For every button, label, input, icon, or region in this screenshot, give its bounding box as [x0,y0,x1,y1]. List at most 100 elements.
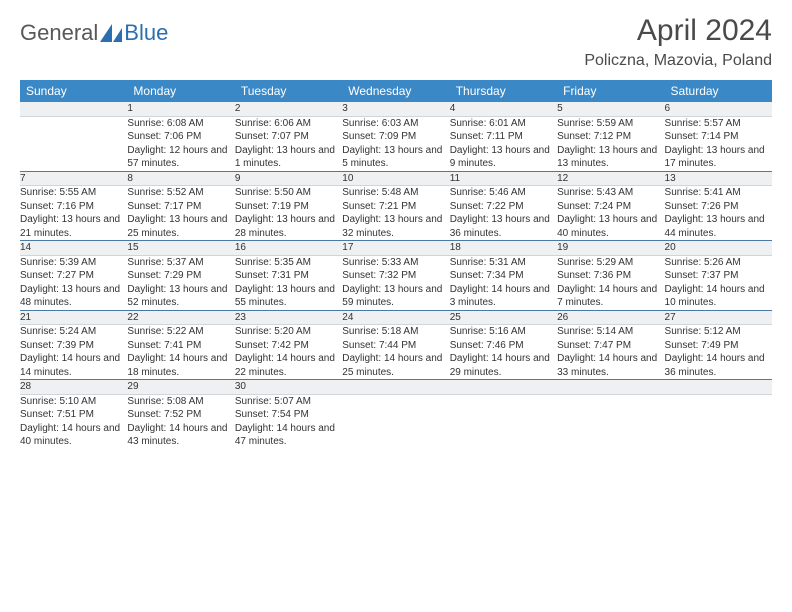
calendar-page: General Blue April 2024 Policzna, Mazovi… [0,0,792,463]
day-data-cell: Sunrise: 5:52 AMSunset: 7:17 PMDaylight:… [127,186,234,241]
sunset-text: Sunset: 7:46 PM [450,339,557,353]
day-number-cell: 29 [127,380,234,395]
sunset-text: Sunset: 7:16 PM [20,200,127,214]
calendar-body: 123456Sunrise: 6:08 AMSunset: 7:06 PMDay… [20,102,772,449]
sunrise-text: Sunrise: 5:48 AM [342,186,449,200]
day-header: Friday [557,80,664,102]
daylight-text: Daylight: 13 hours and 59 minutes. [342,283,449,310]
daylight-text: Daylight: 14 hours and 10 minutes. [665,283,772,310]
day-data-row: Sunrise: 6:08 AMSunset: 7:06 PMDaylight:… [20,116,772,171]
day-data-cell [342,394,449,449]
daylight-text: Daylight: 14 hours and 29 minutes. [450,352,557,379]
day-data-cell: Sunrise: 5:33 AMSunset: 7:32 PMDaylight:… [342,255,449,310]
day-number-cell: 9 [235,171,342,186]
day-number-cell: 6 [665,102,772,116]
logo: General Blue [20,20,168,46]
sunset-text: Sunset: 7:44 PM [342,339,449,353]
day-header: Saturday [665,80,772,102]
sunset-text: Sunset: 7:54 PM [235,408,342,422]
sunset-text: Sunset: 7:11 PM [450,130,557,144]
daylight-text: Daylight: 13 hours and 9 minutes. [450,144,557,171]
sunrise-text: Sunrise: 5:07 AM [235,395,342,409]
day-number-cell: 13 [665,171,772,186]
sunrise-text: Sunrise: 5:22 AM [127,325,234,339]
sunrise-text: Sunrise: 5:24 AM [20,325,127,339]
title-block: April 2024 Policzna, Mazovia, Poland [584,14,772,70]
sunset-text: Sunset: 7:27 PM [20,269,127,283]
day-data-cell: Sunrise: 6:01 AMSunset: 7:11 PMDaylight:… [450,116,557,171]
day-number-cell: 22 [127,310,234,325]
day-data-cell: Sunrise: 5:14 AMSunset: 7:47 PMDaylight:… [557,325,664,380]
day-data-cell: Sunrise: 5:39 AMSunset: 7:27 PMDaylight:… [20,255,127,310]
daylight-text: Daylight: 14 hours and 33 minutes. [557,352,664,379]
day-header: Sunday [20,80,127,102]
daylight-text: Daylight: 14 hours and 40 minutes. [20,422,127,449]
sunrise-text: Sunrise: 5:37 AM [127,256,234,270]
day-number-cell: 26 [557,310,664,325]
sunset-text: Sunset: 7:09 PM [342,130,449,144]
sunrise-text: Sunrise: 5:35 AM [235,256,342,270]
day-header-row: Sunday Monday Tuesday Wednesday Thursday… [20,80,772,102]
daylight-text: Daylight: 13 hours and 52 minutes. [127,283,234,310]
day-number-cell: 5 [557,102,664,116]
daynum-row: 282930 [20,380,772,395]
day-data-cell: Sunrise: 5:59 AMSunset: 7:12 PMDaylight:… [557,116,664,171]
daylight-text: Daylight: 13 hours and 32 minutes. [342,213,449,240]
sunset-text: Sunset: 7:34 PM [450,269,557,283]
daynum-row: 78910111213 [20,171,772,186]
day-data-cell: Sunrise: 5:55 AMSunset: 7:16 PMDaylight:… [20,186,127,241]
day-data-cell: Sunrise: 5:16 AMSunset: 7:46 PMDaylight:… [450,325,557,380]
day-number-cell: 10 [342,171,449,186]
day-data-cell: Sunrise: 5:08 AMSunset: 7:52 PMDaylight:… [127,394,234,449]
sunset-text: Sunset: 7:07 PM [235,130,342,144]
day-number-cell: 18 [450,241,557,256]
daylight-text: Daylight: 13 hours and 55 minutes. [235,283,342,310]
sunset-text: Sunset: 7:14 PM [665,130,772,144]
sunrise-text: Sunrise: 5:52 AM [127,186,234,200]
sunset-text: Sunset: 7:39 PM [20,339,127,353]
month-title: April 2024 [584,14,772,48]
daylight-text: Daylight: 13 hours and 40 minutes. [557,213,664,240]
day-data-cell: Sunrise: 5:26 AMSunset: 7:37 PMDaylight:… [665,255,772,310]
sunset-text: Sunset: 7:52 PM [127,408,234,422]
day-data-cell: Sunrise: 5:57 AMSunset: 7:14 PMDaylight:… [665,116,772,171]
sunrise-text: Sunrise: 5:20 AM [235,325,342,339]
location-label: Policzna, Mazovia, Poland [584,52,772,70]
sunset-text: Sunset: 7:17 PM [127,200,234,214]
day-data-cell: Sunrise: 5:07 AMSunset: 7:54 PMDaylight:… [235,394,342,449]
sunrise-text: Sunrise: 5:29 AM [557,256,664,270]
logo-text-1: General [20,20,98,46]
day-data-cell: Sunrise: 5:41 AMSunset: 7:26 PMDaylight:… [665,186,772,241]
sunrise-text: Sunrise: 5:10 AM [20,395,127,409]
day-data-cell: Sunrise: 5:35 AMSunset: 7:31 PMDaylight:… [235,255,342,310]
sail-icon [100,24,122,42]
day-number-cell: 27 [665,310,772,325]
sunset-text: Sunset: 7:06 PM [127,130,234,144]
sunrise-text: Sunrise: 5:41 AM [665,186,772,200]
day-number-cell [20,102,127,116]
sunrise-text: Sunrise: 5:31 AM [450,256,557,270]
daylight-text: Daylight: 13 hours and 17 minutes. [665,144,772,171]
sunrise-text: Sunrise: 6:03 AM [342,117,449,131]
daynum-row: 14151617181920 [20,241,772,256]
sunset-text: Sunset: 7:36 PM [557,269,664,283]
sunrise-text: Sunrise: 5:33 AM [342,256,449,270]
day-data-cell: Sunrise: 5:18 AMSunset: 7:44 PMDaylight:… [342,325,449,380]
sunset-text: Sunset: 7:12 PM [557,130,664,144]
day-header: Thursday [450,80,557,102]
sunrise-text: Sunrise: 5:43 AM [557,186,664,200]
daylight-text: Daylight: 13 hours and 36 minutes. [450,213,557,240]
daynum-row: 21222324252627 [20,310,772,325]
day-number-cell: 16 [235,241,342,256]
day-data-cell: Sunrise: 5:43 AMSunset: 7:24 PMDaylight:… [557,186,664,241]
logo-text-2: Blue [124,20,168,46]
sunrise-text: Sunrise: 6:06 AM [235,117,342,131]
day-data-cell: Sunrise: 5:20 AMSunset: 7:42 PMDaylight:… [235,325,342,380]
day-number-cell: 12 [557,171,664,186]
day-data-cell: Sunrise: 5:29 AMSunset: 7:36 PMDaylight:… [557,255,664,310]
day-number-cell: 24 [342,310,449,325]
day-data-cell: Sunrise: 5:22 AMSunset: 7:41 PMDaylight:… [127,325,234,380]
sunrise-text: Sunrise: 5:55 AM [20,186,127,200]
day-number-cell: 23 [235,310,342,325]
day-number-cell: 17 [342,241,449,256]
